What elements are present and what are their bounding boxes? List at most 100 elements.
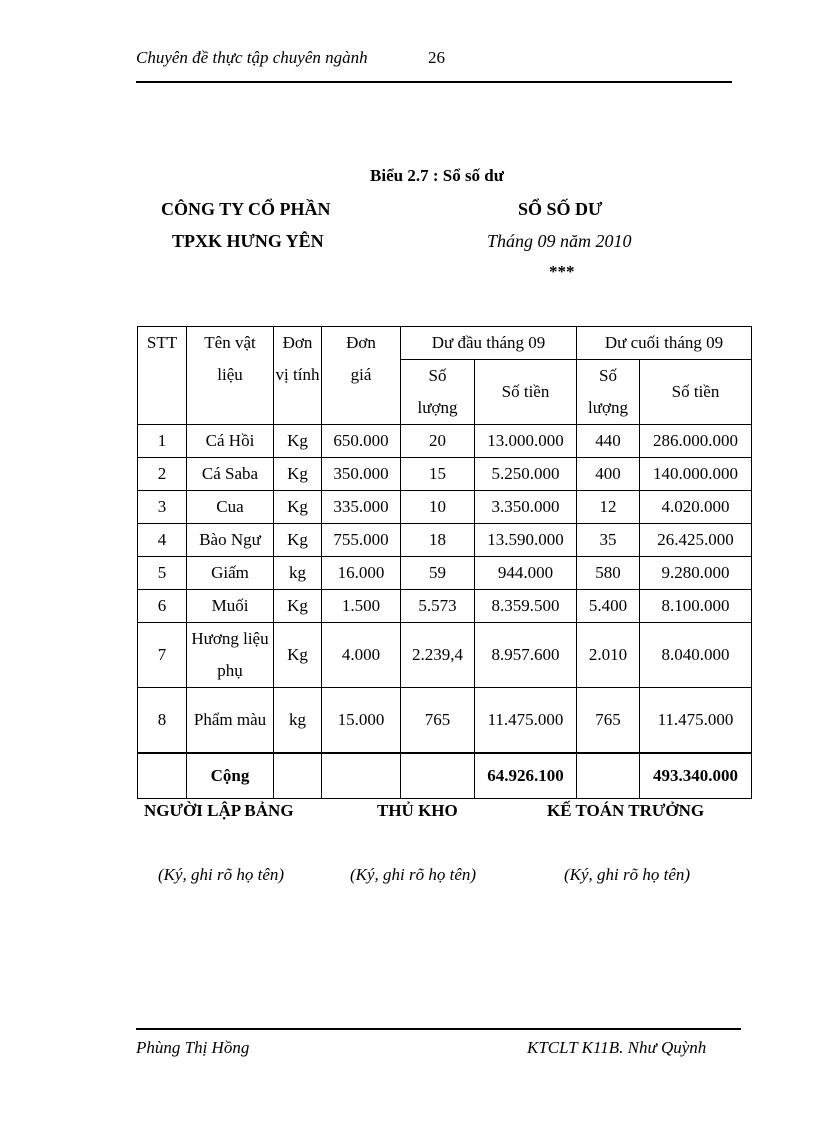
cell-oq: 10 [400, 490, 475, 524]
cell-cq: 580 [576, 556, 640, 590]
th-name: Tên vật liệu [186, 326, 274, 425]
cell-ca: 9.280.000 [639, 556, 752, 590]
cell-price: 650.000 [321, 424, 401, 458]
total-empty [321, 751, 401, 799]
cell-price: 4.000 [321, 622, 401, 688]
total-empty [576, 751, 640, 799]
cell-cq: 400 [576, 457, 640, 491]
cell-oq: 59 [400, 556, 475, 590]
cell-price: 350.000 [321, 457, 401, 491]
table-row: 1 Cá Hồi Kg 650.000 20 13.000.000 440 286.000.0… [137, 424, 752, 458]
cell-name: Bào Ngư [186, 523, 274, 557]
table-row: 8 Phẩm màu kg 15.000 765 11.475.000 765 11.475.… [137, 687, 752, 753]
cell-oq: 5.573 [400, 589, 475, 623]
cell-stt: 4 [137, 523, 187, 557]
company-line1: CÔNG TY CỔ PHẦN [161, 199, 331, 219]
cell-ca: 11.475.000 [639, 687, 752, 753]
page-number: 26 [428, 48, 445, 67]
th-closing-amount: Số tiền [639, 359, 752, 425]
cell-oq: 18 [400, 523, 475, 557]
table-row: 3 Cua Kg 335.000 10 3.350.000 12 4.020.000 [137, 490, 752, 524]
cell-oq: 15 [400, 457, 475, 491]
caption: Biểu 2.7 : Sổ số dư [370, 166, 504, 185]
header-rule [136, 81, 732, 83]
cell-stt: 2 [137, 457, 187, 491]
cell-stt: 6 [137, 589, 187, 623]
cell-unit: Kg [273, 457, 322, 491]
total-label: Cộng [186, 751, 274, 799]
cell-cq: 12 [576, 490, 640, 524]
company-line2: TPXK HƯNG YÊN [172, 231, 324, 251]
cell-price: 16.000 [321, 556, 401, 590]
signature-role-storekeeper: THỦ KHO [377, 801, 458, 820]
cell-oa: 8.359.500 [474, 589, 577, 623]
cell-unit: kg [273, 687, 322, 753]
cell-ca: 286.000.000 [639, 424, 752, 458]
cell-oa: 944.000 [474, 556, 577, 590]
cell-cq: 5.400 [576, 589, 640, 623]
total-closing-amount: 493.340.000 [639, 751, 752, 799]
cell-name: Cá Saba [186, 457, 274, 491]
cell-oq: 765 [400, 687, 475, 753]
cell-oa: 11.475.000 [474, 687, 577, 753]
cell-name: Cá Hồi [186, 424, 274, 458]
cell-oa: 13.590.000 [474, 523, 577, 557]
cell-ca: 140.000.000 [639, 457, 752, 491]
cell-ca: 26.425.000 [639, 523, 752, 557]
cell-name: Muối [186, 589, 274, 623]
cell-stt: 7 [137, 622, 187, 688]
cell-unit: Kg [273, 424, 322, 458]
footer-class: KTCLT K11B. Như Quỳnh [527, 1038, 707, 1057]
cell-stt: 5 [137, 556, 187, 590]
th-closing-qty: Số lượng [576, 359, 640, 425]
cell-stt: 3 [137, 490, 187, 524]
header-title: Chuyên đề thực tập chuyên ngành [136, 48, 368, 67]
cell-name: Cua [186, 490, 274, 524]
book-title: SỔ SỐ DƯ [518, 199, 603, 219]
cell-stt: 8 [137, 687, 187, 753]
table-row: 4 Bào Ngư Kg 755.000 18 13.590.000 35 26.425.00… [137, 523, 752, 557]
total-empty [273, 751, 322, 799]
cell-oa: 8.957.600 [474, 622, 577, 688]
cell-ca: 4.020.000 [639, 490, 752, 524]
cell-oa: 5.250.000 [474, 457, 577, 491]
cell-name: Phẩm màu [186, 687, 274, 753]
footer-author: Phùng Thị Hồng [136, 1038, 250, 1057]
cell-stt: 1 [137, 424, 187, 458]
cell-cq: 35 [576, 523, 640, 557]
cell-unit: Kg [273, 622, 322, 688]
th-opening-qty: Số lượng [400, 359, 475, 425]
signature-note-preparer: (Ký, ghi rõ họ tên) [158, 865, 285, 884]
cell-unit: Kg [273, 589, 322, 623]
cell-cq: 765 [576, 687, 640, 753]
th-closing: Dư cuối tháng 09 [576, 326, 752, 360]
book-period: Tháng 09 năm 2010 [487, 231, 632, 251]
th-opening-amount: Số tiền [474, 359, 577, 425]
cell-name: Hương liệu phụ [186, 622, 274, 688]
cell-ca: 8.100.000 [639, 589, 752, 623]
cell-unit: kg [273, 556, 322, 590]
table-row: 2 Cá Saba Kg 350.000 15 5.250.000 400 140.000.0… [137, 457, 752, 491]
cell-unit: Kg [273, 523, 322, 557]
cell-ca: 8.040.000 [639, 622, 752, 688]
table-row: 6 Muối Kg 1.500 5.573 8.359.500 5.400 8.100.000 [137, 589, 752, 623]
cell-oa: 3.350.000 [474, 490, 577, 524]
table-row: 7 Hương liệu phụ Kg 4.000 2.239,4 8.957.600 2.… [137, 622, 752, 688]
footer-rule [136, 1028, 741, 1030]
cell-price: 15.000 [321, 687, 401, 753]
th-stt: STT [137, 326, 187, 425]
th-price: Đơn giá [321, 326, 401, 425]
stars: *** [549, 262, 575, 281]
signature-role-chief-accountant: KẾ TOÁN TRƯỞNG [547, 801, 705, 820]
total-stt [137, 751, 187, 799]
cell-oa: 13.000.000 [474, 424, 577, 458]
signature-note-chief-accountant: (Ký, ghi rõ họ tên) [564, 865, 691, 884]
balance-table: STT Tên vật liệu Đơn vị tính Đơn giá Dư … [137, 326, 752, 799]
total-opening-amount: 64.926.100 [474, 751, 577, 799]
cell-oq: 2.239,4 [400, 622, 475, 688]
cell-price: 1.500 [321, 589, 401, 623]
table-row: 5 Giấm kg 16.000 59 944.000 580 9.280.000 [137, 556, 752, 590]
total-empty [400, 751, 475, 799]
cell-unit: Kg [273, 490, 322, 524]
